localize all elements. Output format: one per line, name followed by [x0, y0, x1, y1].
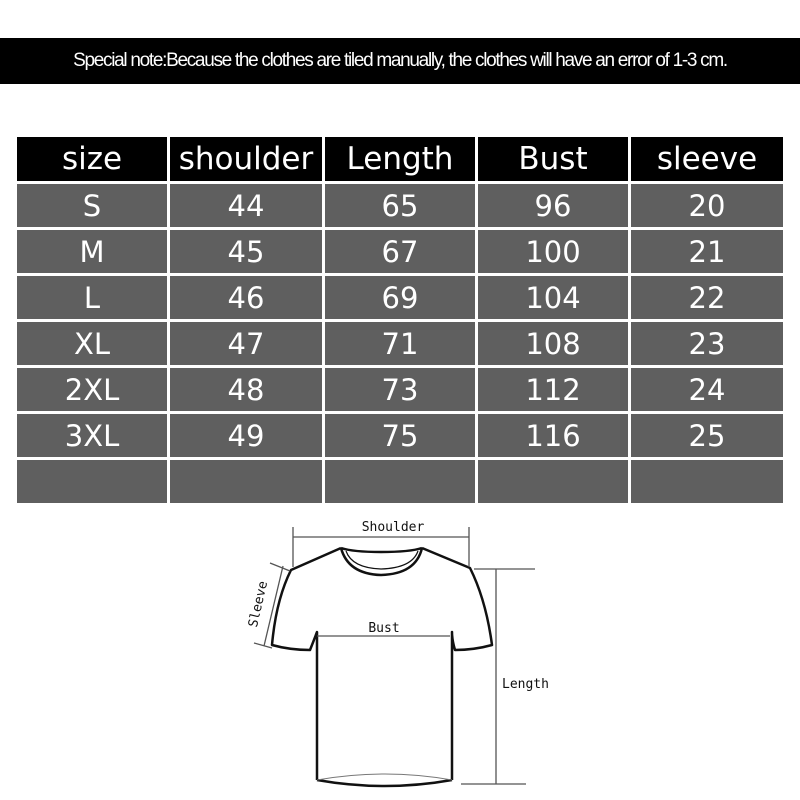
table-cell-sleeve: 25: [631, 414, 783, 457]
table-cell-sleeve: 21: [631, 230, 783, 273]
sleeve-label: Sleeve: [246, 579, 271, 628]
table-cell-sleeve: 24: [631, 368, 783, 411]
measurement-lines: [253, 527, 535, 785]
table-cell-bust: 100: [478, 230, 628, 273]
table-cell-shoulder: 49: [170, 414, 322, 457]
table-cell-size: XL: [17, 322, 167, 365]
table-cell-shoulder: 45: [170, 230, 322, 273]
header-sleeve: sleeve: [631, 137, 783, 181]
table-cell-size: S: [17, 184, 167, 227]
table-cell-bust: [478, 460, 628, 503]
table-cell-length: 65: [325, 184, 475, 227]
table-cell-length: 71: [325, 322, 475, 365]
bust-label: Bust: [368, 621, 399, 636]
table-cell-length: 67: [325, 230, 475, 273]
header-length: Length: [325, 137, 475, 181]
table-cell-sleeve: [631, 460, 783, 503]
shoulder-label: Shoulder: [362, 520, 425, 535]
table-cell-length: 69: [325, 276, 475, 319]
length-label: Length: [502, 677, 549, 692]
table-cell-shoulder: 44: [170, 184, 322, 227]
table-cell-shoulder: 47: [170, 322, 322, 365]
table-cell-size: M: [17, 230, 167, 273]
table-cell-bust: 116: [478, 414, 628, 457]
table-cell-bust: 104: [478, 276, 628, 319]
table-cell-length: 75: [325, 414, 475, 457]
table-cell-size: 3XL: [17, 414, 167, 457]
special-note-banner: Special note:Because the clothes are til…: [0, 38, 800, 84]
table-cell-sleeve: 22: [631, 276, 783, 319]
table-cell-shoulder: [170, 460, 322, 503]
table-cell-bust: 108: [478, 322, 628, 365]
table-cell-shoulder: 46: [170, 276, 322, 319]
table-cell-length: [325, 460, 475, 503]
table-cell-size: L: [17, 276, 167, 319]
table-cell-length: 73: [325, 368, 475, 411]
header-bust: Bust: [478, 137, 628, 181]
table-cell-sleeve: 23: [631, 322, 783, 365]
table-cell-bust: 96: [478, 184, 628, 227]
header-shoulder: shoulder: [170, 137, 322, 181]
table-cell-size: 2XL: [17, 368, 167, 411]
table-cell-shoulder: 48: [170, 368, 322, 411]
tshirt-outline: [270, 546, 494, 788]
table-cell-bust: 112: [478, 368, 628, 411]
size-chart-table: size shoulder Length Bust sleeve S 44 65 96…: [17, 137, 783, 503]
table-cell-size: [17, 460, 167, 503]
header-size: size: [17, 137, 167, 181]
table-cell-sleeve: 20: [631, 184, 783, 227]
